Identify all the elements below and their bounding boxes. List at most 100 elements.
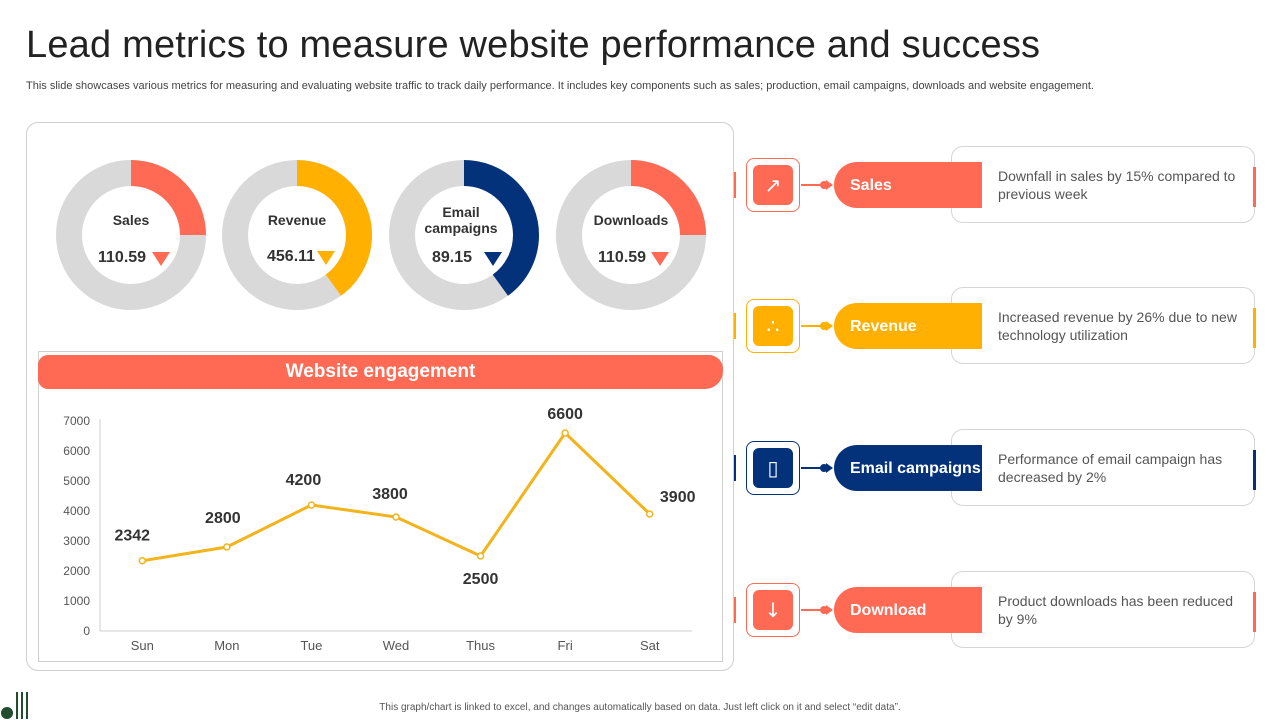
download-description-card: Product downloads has been reduced by 9%: [951, 571, 1256, 648]
engagement-line-chart: 0 1000 2000 3000 4000 5000 6000 7000 Sun Mon Tue We…: [63, 406, 696, 653]
arrow-right-icon: [826, 605, 833, 615]
data-point: [561, 429, 569, 437]
down-arrow-icon: [152, 252, 170, 266]
y-tick-label: 3000: [63, 534, 90, 548]
revenue-description-card: Increased revenue by 26% due to new tech…: [951, 287, 1256, 364]
x-tick-label: Tue: [300, 638, 322, 653]
email-campaigns-marker: [734, 455, 736, 481]
down-arrow-icon: [317, 251, 335, 265]
data-point: [476, 552, 485, 560]
data-label: 2500: [463, 571, 499, 588]
data-label: 6600: [547, 406, 583, 423]
sales-description: Downfall in sales by 15% compared to pre…: [998, 168, 1236, 202]
engagement-chart-frame: [38, 351, 723, 662]
revenue-marker: [734, 313, 736, 339]
revenue-tag: Revenue: [834, 303, 982, 349]
x-tick-label: Fri: [558, 638, 573, 653]
sales-marker: [734, 172, 736, 198]
email-campaigns-donut-ring: [389, 160, 539, 310]
sales-connector: [801, 180, 833, 190]
x-tick-label: Sun: [131, 638, 154, 653]
email-campaigns-description: Performance of email campaign has decrea…: [998, 451, 1223, 485]
y-tick-label: 2000: [63, 564, 90, 578]
downloads-donut: Downloads 110.59: [556, 160, 706, 310]
data-label: 4200: [286, 472, 322, 489]
data-label: 2800: [205, 510, 241, 527]
data-point: [645, 510, 654, 518]
sales-icon-frame: ↗: [746, 158, 800, 212]
downloads-donut-label: Downloads: [593, 212, 669, 228]
x-tick-label: Wed: [383, 638, 410, 653]
revenue-hand-coins-icon: ∴: [753, 306, 793, 346]
email-campaigns-card-accent: [1253, 450, 1256, 490]
y-tick-label: 1000: [63, 594, 90, 608]
x-tick-label: Thus: [466, 638, 495, 653]
email-campaigns-tag-label: Email campaigns: [850, 459, 981, 477]
download-icon-frame: ↓: [746, 583, 800, 637]
data-label: 2342: [114, 528, 150, 545]
data-point: [223, 543, 231, 551]
download-connector: [801, 605, 833, 615]
x-tick-label: Sat: [640, 638, 660, 653]
revenue-tag-label: Revenue: [850, 317, 917, 335]
email-campaigns-donut-value: 89.15: [432, 249, 473, 266]
arrow-right-icon: [826, 463, 833, 473]
revenue-donut: Revenue 456.11: [222, 160, 372, 310]
revenue-donut-label: Revenue: [267, 212, 327, 228]
data-point: [138, 556, 147, 565]
footnote: This graph/chart is linked to excel, and…: [379, 702, 901, 713]
email-campaigns-donut-label: Email campaigns: [424, 204, 498, 236]
sales-tag-label: Sales: [850, 176, 892, 194]
email-campaigns-icon-frame: ▯: [746, 441, 800, 495]
arrow-right-icon: [826, 180, 833, 190]
page-subtitle: This slide showcases various metrics for…: [26, 80, 1094, 92]
revenue-donut-value: 456.11: [267, 248, 316, 265]
email-campaigns-description-card: Performance of email campaign has decrea…: [951, 429, 1256, 506]
connector-dot: [820, 606, 828, 614]
sales-tag: Sales: [834, 162, 982, 208]
download-description: Product downloads has been reduced by 9%: [998, 593, 1234, 627]
metrics-panel: [26, 122, 734, 671]
downloads-donut-ring: [556, 160, 706, 310]
data-point: [307, 501, 316, 509]
y-tick-label: 0: [83, 624, 90, 638]
download-tag: Download: [834, 587, 982, 633]
connector-dot: [820, 322, 828, 330]
engagement-chart-title: Website engagement: [38, 355, 723, 389]
revenue-icon-frame: ∴: [746, 299, 800, 353]
data-point: [392, 513, 400, 521]
email-campaigns-tag: Email campaigns: [834, 445, 982, 491]
down-arrow-icon: [651, 252, 669, 266]
downloads-donut-value: 110.59: [598, 249, 647, 266]
download-tag-label: Download: [850, 601, 927, 619]
page-title: Lead metrics to measure website performa…: [26, 24, 1041, 66]
revenue-connector: [801, 321, 833, 331]
sales-hand-chart-icon: ↗: [753, 165, 793, 205]
x-tick-label: Mon: [214, 638, 239, 653]
sales-description-card: Downfall in sales by 15% compared to pre…: [951, 146, 1256, 223]
email-campaigns-donut: Email campaigns 89.15: [389, 160, 539, 310]
revenue-card-accent: [1253, 308, 1256, 348]
download-card-accent: [1253, 592, 1256, 632]
sales-donut-ring: [56, 160, 206, 310]
sales-card-accent: [1253, 167, 1256, 207]
email-campaigns-connector: [801, 463, 833, 473]
revenue-description: Increased revenue by 26% due to new tech…: [998, 309, 1237, 343]
mobile-email-icon: ▯: [753, 448, 793, 488]
revenue-donut-ring: [222, 160, 372, 310]
sales-donut-value: 110.59: [98, 249, 147, 266]
y-tick-label: 7000: [63, 414, 90, 428]
y-tick-label: 6000: [63, 444, 90, 458]
data-label: 3900: [660, 489, 696, 506]
sales-donut: Sales 110.59: [56, 160, 206, 310]
download-marker: [734, 597, 736, 623]
download-icon: ↓: [753, 590, 793, 630]
connector-dot: [820, 464, 828, 472]
arrow-right-icon: [826, 321, 833, 331]
logo-mark: [1, 692, 28, 719]
data-label: 3800: [372, 486, 408, 503]
sales-donut-label: Sales: [112, 212, 150, 228]
down-arrow-icon: [484, 252, 502, 266]
y-tick-label: 4000: [63, 504, 90, 518]
y-tick-label: 5000: [63, 474, 90, 488]
